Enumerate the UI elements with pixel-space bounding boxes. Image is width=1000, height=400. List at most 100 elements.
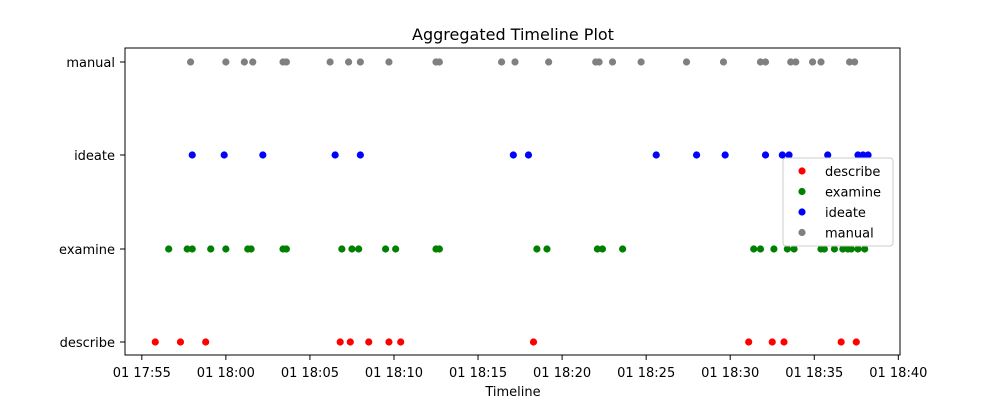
data-point-describe: [346, 338, 354, 346]
data-point-examine: [854, 245, 862, 253]
data-point-examine: [750, 245, 758, 253]
data-point-examine: [207, 245, 215, 253]
y-tick-label: examine: [59, 243, 115, 258]
data-point-examine: [593, 245, 601, 253]
data-point-ideate: [220, 151, 228, 159]
data-point-examine: [222, 245, 230, 253]
x-tick-label: 01 17:55: [113, 366, 171, 381]
data-point-manual: [326, 58, 334, 66]
data-point-examine: [435, 245, 443, 253]
data-point-ideate: [356, 151, 364, 159]
data-point-examine: [165, 245, 173, 253]
x-tick-label: 01 18:25: [617, 366, 675, 381]
data-point-manual: [545, 58, 553, 66]
data-point-ideate: [188, 151, 196, 159]
data-point-manual: [817, 58, 825, 66]
data-point-manual: [808, 58, 817, 66]
data-point-manual: [787, 58, 795, 66]
data-point-manual: [761, 58, 770, 66]
x-axis-label: Timeline: [484, 385, 540, 400]
data-point-describe: [529, 338, 538, 346]
data-point-examine: [820, 245, 828, 253]
data-point-examine: [619, 245, 627, 253]
data-point-manual: [608, 58, 617, 66]
data-point-examine: [533, 245, 541, 253]
data-point-ideate: [692, 151, 701, 159]
data-point-examine: [770, 245, 778, 253]
data-point-describe: [365, 338, 373, 346]
legend-label-describe: describe: [825, 165, 880, 180]
data-point-examine: [188, 245, 196, 253]
legend-box: [782, 157, 894, 247]
data-point-describe: [336, 338, 344, 346]
data-point-ideate: [854, 151, 862, 159]
data-point-examine: [338, 245, 346, 253]
x-tick-label: 01 18:10: [365, 366, 423, 381]
legend-marker-ideate: [798, 208, 806, 216]
data-point-examine: [392, 245, 400, 253]
x-tick-label: 01 18:35: [785, 366, 843, 381]
data-point-examine: [830, 245, 839, 253]
data-point-describe: [852, 338, 860, 346]
data-point-describe: [397, 338, 405, 346]
data-point-examine: [783, 245, 791, 253]
data-point-examine: [598, 245, 607, 253]
legend-marker-describe: [798, 167, 806, 175]
data-point-manual: [385, 58, 393, 66]
data-point-ideate: [761, 151, 770, 159]
data-point-manual: [719, 58, 728, 66]
data-point-manual: [222, 58, 230, 66]
data-point-manual: [845, 58, 854, 66]
legend-label-manual: manual: [825, 227, 874, 242]
y-tick-label: manual: [66, 56, 115, 71]
data-point-manual: [435, 58, 443, 66]
data-point-ideate: [785, 151, 793, 159]
data-point-describe: [385, 338, 393, 346]
data-point-manual: [282, 58, 290, 66]
data-point-describe: [780, 338, 788, 346]
data-point-ideate: [331, 151, 339, 159]
data-point-ideate: [509, 151, 517, 159]
chart-title: Aggregated Timeline Plot: [412, 25, 614, 44]
data-point-ideate: [864, 151, 872, 159]
data-point-manual: [240, 58, 248, 66]
data-point-examine: [282, 245, 290, 253]
data-point-examine: [847, 245, 855, 253]
plot-area: 01 17:55 01 18:00 01 18:05 01 18:10 01 18:15…: [59, 47, 927, 381]
x-tick-label: 01 18:00: [197, 366, 255, 381]
data-point-ideate: [652, 151, 660, 159]
data-point-manual: [356, 58, 364, 66]
data-point-ideate: [859, 151, 867, 159]
data-point-describe: [202, 338, 210, 346]
data-point-examine: [381, 245, 390, 253]
data-point-manual: [511, 58, 519, 66]
legend-marker-examine: [798, 187, 806, 196]
data-point-ideate: [524, 151, 533, 159]
data-point-manual: [851, 58, 859, 66]
data-point-ideate: [778, 151, 786, 159]
legend-label-ideate: ideate: [825, 206, 866, 221]
data-point-describe: [745, 338, 753, 346]
data-point-manual: [637, 58, 645, 66]
data-point-manual: [682, 58, 691, 66]
data-point-manual: [249, 58, 257, 66]
x-tick-label: 01 18:20: [533, 366, 591, 381]
data-point-examine: [861, 245, 869, 253]
data-point-examine: [348, 245, 356, 253]
plot-frame: [124, 47, 901, 356]
x-tick-label: 01 18:05: [281, 366, 339, 381]
legend-marker-manual: [798, 228, 806, 237]
data-point-manual: [595, 58, 603, 66]
data-point-manual: [756, 58, 765, 66]
data-point-manual: [344, 58, 353, 66]
data-point-ideate: [259, 151, 267, 159]
data-point-manual: [497, 58, 506, 66]
data-point-examine: [839, 245, 847, 253]
data-point-examine: [247, 245, 255, 253]
data-point-examine: [183, 245, 191, 253]
y-tick-label: ideate: [74, 149, 115, 164]
data-point-manual: [792, 58, 800, 66]
data-point-describe: [151, 338, 159, 346]
data-point-examine: [790, 245, 798, 253]
